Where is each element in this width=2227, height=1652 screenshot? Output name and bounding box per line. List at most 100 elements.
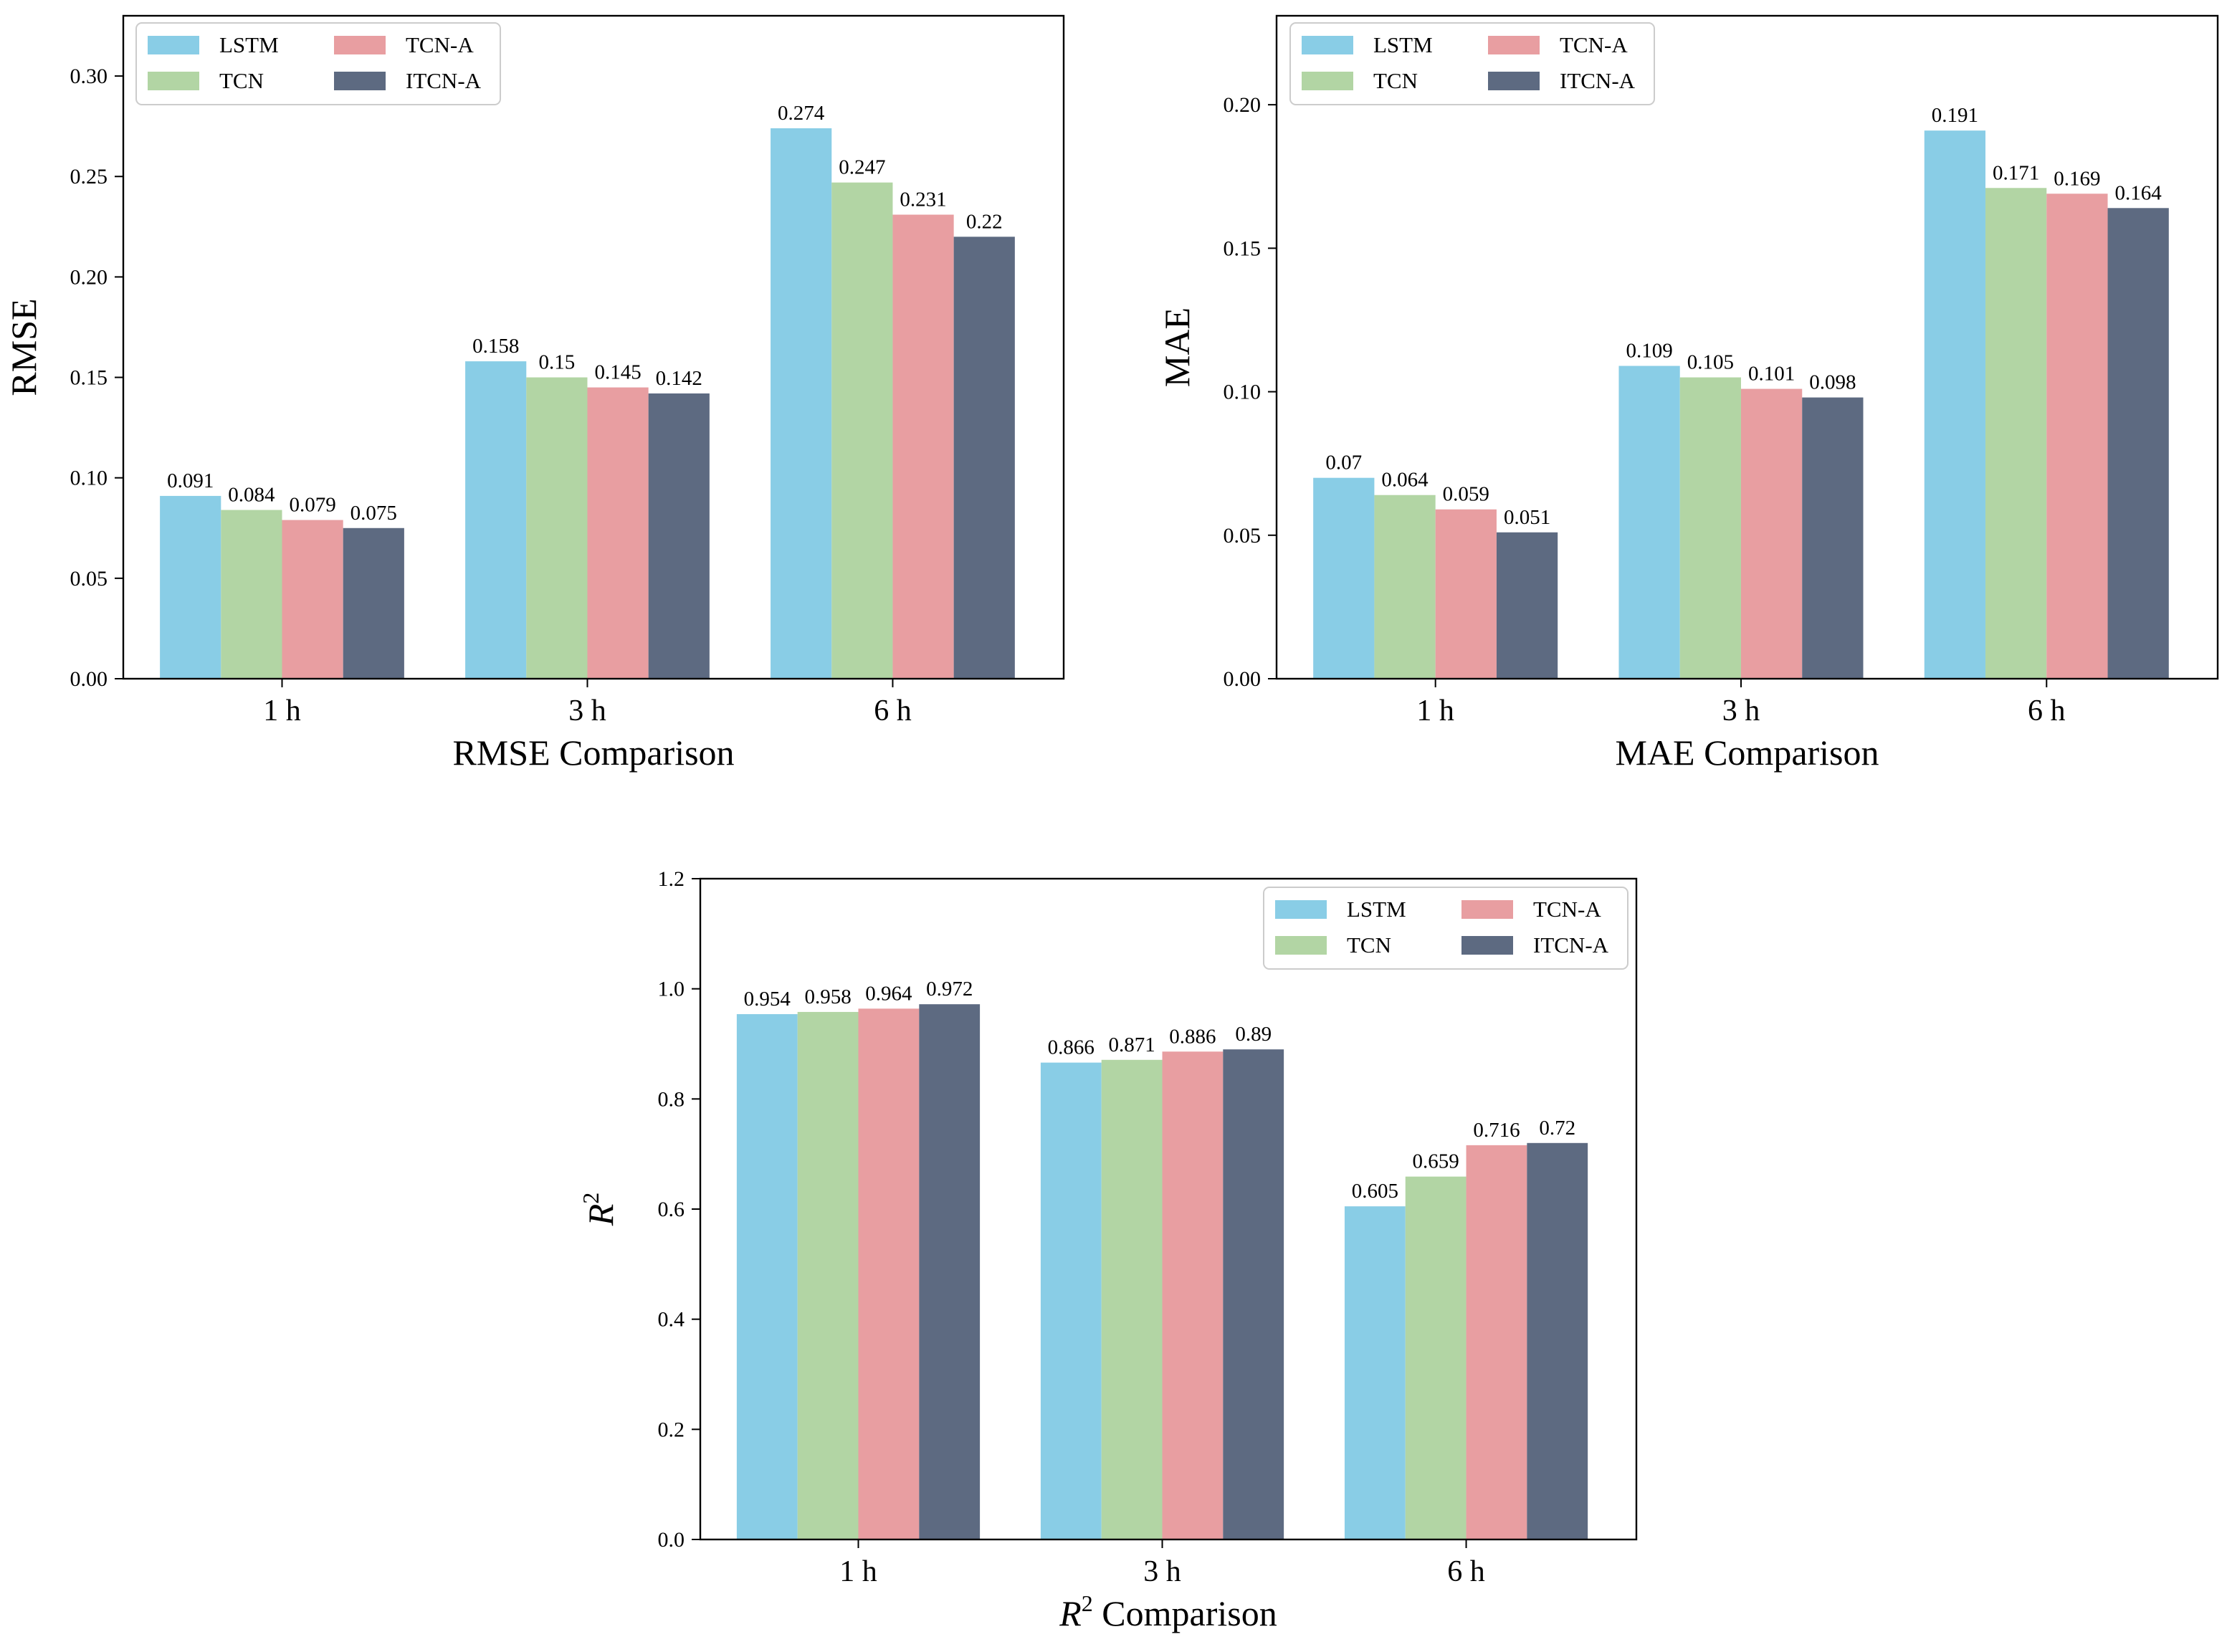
- legend: LSTM TCN TCN-A ITCN-A: [1263, 887, 1628, 970]
- bar-tcn-a-6h: [1466, 1145, 1527, 1539]
- bar-lstm-3h: [1040, 1062, 1102, 1539]
- legend-swatch-tcn: [1302, 72, 1353, 90]
- data-label: 0.109: [1626, 340, 1672, 363]
- bar-itcn-a-6h: [2107, 208, 2169, 679]
- data-label: 0.171: [1993, 161, 2039, 184]
- legend-label-lstm: LSTM: [1347, 897, 1406, 922]
- data-label: 0.158: [472, 335, 519, 358]
- legend-label-tcn: TCN: [1373, 68, 1418, 93]
- y-tick-label: 0.25: [70, 165, 108, 188]
- data-label: 0.958: [804, 985, 851, 1008]
- legend-swatch-lstm: [1275, 900, 1327, 919]
- data-label: 0.064: [1381, 469, 1429, 492]
- y-tick-label: 0.30: [70, 65, 108, 88]
- bar-lstm-6h: [1344, 1206, 1406, 1539]
- data-label: 0.164: [2115, 181, 2162, 204]
- bar-tcn-1h: [797, 1011, 859, 1539]
- bar-itcn-a-3h: [648, 393, 710, 679]
- data-label: 0.247: [839, 156, 885, 179]
- data-label: 0.142: [656, 367, 702, 390]
- plot-frame: [1275, 14, 2219, 680]
- bar-tcn-3h: [1101, 1059, 1163, 1539]
- data-label: 0.605: [1352, 1180, 1398, 1203]
- y-axis-title: RMSE: [4, 298, 44, 396]
- legend-box: [1263, 887, 1628, 970]
- bar-lstm-1h: [160, 495, 221, 679]
- x-tick-label: 1 h: [263, 694, 301, 727]
- legend-box: [135, 22, 501, 105]
- bar-tcn-a-1h: [282, 520, 343, 679]
- data-label: 0.191: [1932, 104, 1978, 127]
- x-axis-title: RMSE Comparison: [452, 732, 734, 773]
- data-label: 0.101: [1748, 363, 1795, 386]
- y-tick-label: 0.15: [1224, 237, 1262, 260]
- chart-1: 0.091 0.158 0.274 0.084 0.15 0.247 0.079 0.145 0…: [4, 14, 1065, 773]
- bar-tcn-a-6h: [892, 214, 954, 679]
- bar-lstm-1h: [736, 1014, 798, 1539]
- data-label: 0.274: [778, 102, 825, 125]
- legend-label-itcn-a: ITCN-A: [1533, 932, 1609, 958]
- x-tick-label: 6 h: [874, 694, 912, 727]
- legend-swatch-tcn-a: [1488, 36, 1540, 54]
- data-label: 0.059: [1443, 483, 1489, 506]
- x-tick-label: 6 h: [1447, 1555, 1485, 1588]
- bar-tcn-a-6h: [2046, 194, 2108, 679]
- bar-tcn-a-1h: [1435, 509, 1497, 679]
- y-tick-label: 1.0: [658, 978, 685, 1001]
- legend-label-itcn-a: ITCN-A: [406, 68, 482, 93]
- x-tick-label: 3 h: [1722, 694, 1760, 727]
- legend-label-tcn-a: TCN-A: [1533, 897, 1601, 922]
- bar-lstm-1h: [1313, 477, 1375, 679]
- x-tick-label: 6 h: [2028, 694, 2066, 727]
- y-axis-title: MAE: [1157, 307, 1197, 387]
- data-label: 0.866: [1048, 1036, 1095, 1059]
- data-label: 0.15: [539, 351, 576, 374]
- legend-swatch-lstm: [1302, 36, 1353, 54]
- bar-lstm-3h: [465, 361, 527, 679]
- legend-swatch-tcn: [148, 72, 199, 90]
- bar-tcn-1h: [1374, 495, 1436, 679]
- y-tick-label: 0.20: [1224, 93, 1262, 117]
- bar-tcn-6h: [1405, 1176, 1467, 1539]
- bar-itcn-a-3h: [1802, 397, 1864, 679]
- legend-swatch-tcn: [1275, 936, 1327, 955]
- y-tick-label: 0.8: [658, 1087, 685, 1111]
- bar-tcn-a-3h: [587, 387, 649, 679]
- x-tick-label: 3 h: [568, 694, 606, 727]
- data-label: 0.084: [228, 484, 275, 507]
- bar-itcn-a-1h: [919, 1004, 981, 1539]
- y-tick-label: 0.05: [1224, 524, 1262, 548]
- x-tick-label: 1 h: [839, 1555, 877, 1588]
- data-label: 0.169: [2054, 167, 2100, 190]
- legend-label-itcn-a: ITCN-A: [1560, 68, 1636, 93]
- y-tick-label: 0.2: [658, 1418, 685, 1441]
- bar-itcn-a-6h: [953, 237, 1015, 679]
- bar-tcn-3h: [1679, 377, 1741, 679]
- bar-tcn-a-3h: [1740, 388, 1803, 679]
- bar-itcn-a-3h: [1223, 1049, 1284, 1539]
- bar-lstm-6h: [771, 128, 832, 679]
- bar-tcn-a-3h: [1162, 1051, 1224, 1539]
- data-label: 0.105: [1687, 351, 1734, 374]
- legend-label-tcn: TCN: [219, 68, 264, 93]
- y-tick-label: 0.10: [1224, 381, 1262, 404]
- legend-label-lstm: LSTM: [219, 32, 279, 57]
- bar-tcn-a-1h: [858, 1008, 920, 1539]
- legend: LSTM TCN TCN-A ITCN-A: [1289, 22, 1655, 105]
- y-tick-label: 0.0: [658, 1528, 685, 1552]
- legend-swatch-tcn-a: [334, 36, 386, 54]
- legend-swatch-itcn-a: [334, 72, 386, 90]
- legend-swatch-itcn-a: [1488, 72, 1540, 90]
- legend-label-tcn-a: TCN-A: [406, 32, 474, 57]
- y-axis-title: R2: [578, 1193, 621, 1227]
- data-label: 0.89: [1235, 1023, 1272, 1046]
- data-label: 0.964: [865, 982, 912, 1005]
- data-label: 0.972: [926, 978, 973, 1001]
- legend-swatch-tcn-a: [1461, 900, 1513, 919]
- bar-tcn-1h: [221, 510, 282, 679]
- data-label: 0.716: [1473, 1119, 1520, 1142]
- data-label: 0.871: [1108, 1033, 1155, 1056]
- data-label: 0.659: [1413, 1150, 1459, 1173]
- legend-swatch-itcn-a: [1461, 936, 1513, 955]
